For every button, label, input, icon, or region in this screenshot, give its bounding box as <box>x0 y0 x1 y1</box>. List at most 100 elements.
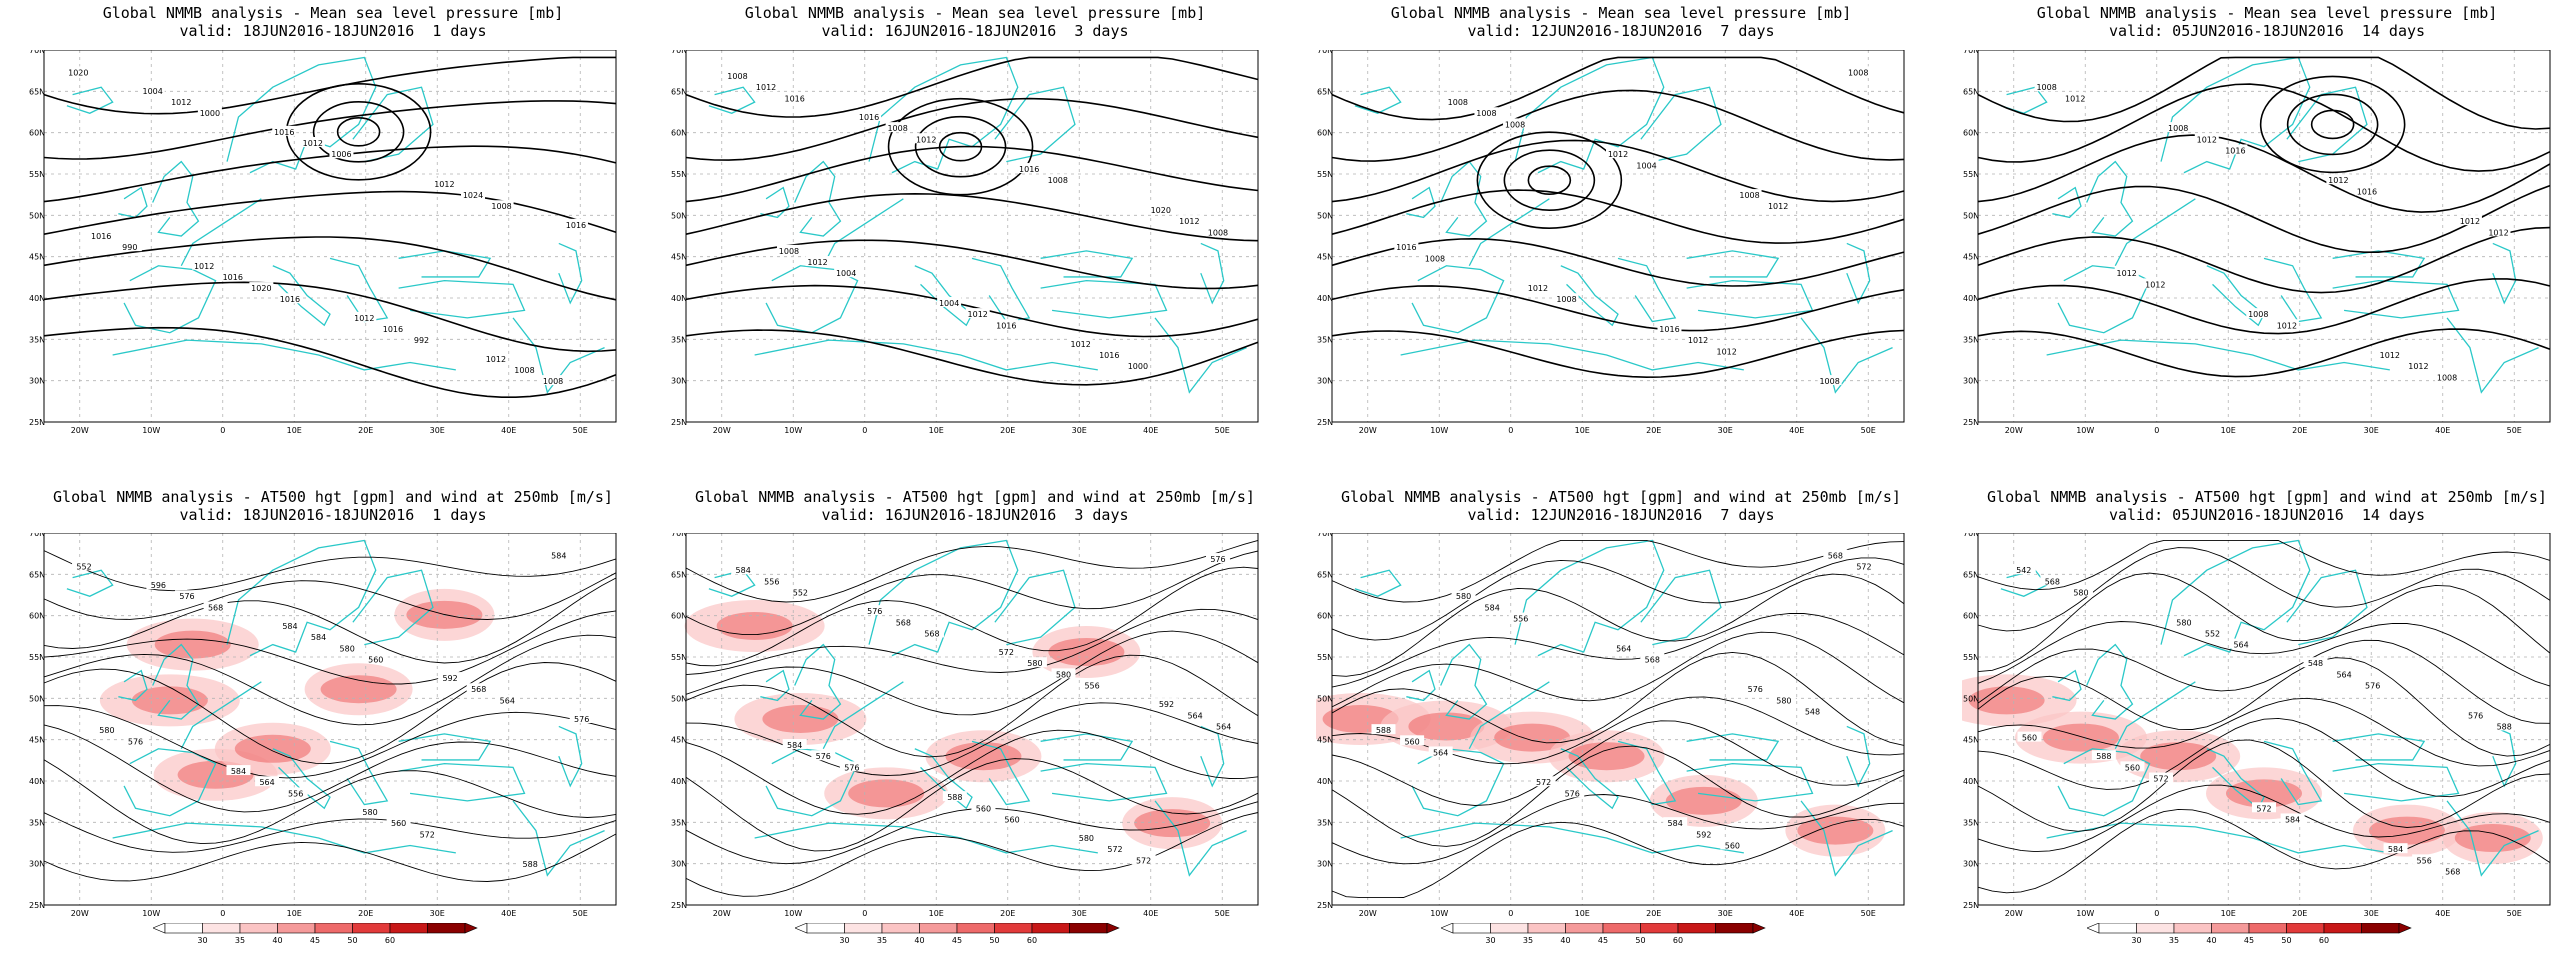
panel-title: Global NMMB analysis - Mean sea level pr… <box>1962 4 2560 40</box>
contour-label: 580 <box>362 808 377 817</box>
jet-core <box>1568 742 1645 771</box>
contour-label-bg <box>1017 163 1042 174</box>
contour-label: 1020 <box>251 284 271 293</box>
coastline <box>1560 265 1619 327</box>
lat-tick-label: 35N <box>29 818 45 827</box>
coastline <box>1406 186 1436 219</box>
contour-label-bg <box>1080 679 1105 690</box>
coastline <box>754 822 1098 854</box>
lon-tick-label: 40E <box>1143 909 1158 918</box>
contour-label-bg <box>731 564 756 575</box>
contour-label: 556 <box>1513 615 1528 624</box>
contour-label: 1000 <box>1128 362 1148 371</box>
lon-tick-label: 20E <box>358 426 373 435</box>
lon-tick-label: 10E <box>2221 426 2236 435</box>
contour-label-bg <box>2068 586 2093 597</box>
contour-label-bg <box>2303 657 2328 668</box>
contour-label: 560 <box>1725 841 1740 850</box>
contour-label-bg <box>415 828 440 839</box>
contour-label: 1008 <box>514 366 534 375</box>
contour-label-bg <box>175 590 199 601</box>
contour-label-bg <box>123 735 148 746</box>
lat-tick-label: 25N <box>1317 418 1333 427</box>
contour-label-bg <box>1045 174 1070 185</box>
jet-core <box>154 630 231 659</box>
coastline <box>2332 762 2460 802</box>
contour-label-bg <box>2463 709 2488 720</box>
panel-title-line: Global NMMB analysis - Mean sea level pr… <box>1390 4 1852 22</box>
jet-core <box>2454 824 2531 853</box>
contour-label-bg <box>1766 200 1791 211</box>
colorbar-tick-label: 35 <box>235 936 245 945</box>
lon-tick-label: 10W <box>1430 426 1448 435</box>
contour-label: 584 <box>551 551 566 560</box>
low-pressure-ring <box>887 97 1034 196</box>
contour-label: 588 <box>1376 726 1391 735</box>
contour-label: 588 <box>523 860 538 869</box>
contour-label-bg <box>541 375 566 386</box>
lat-tick-label: 55N <box>671 653 687 662</box>
map-canvas: 548 556 560 564 568 572 576 580 584 592 560 564 568 5… <box>1316 533 1905 918</box>
contour-label-bg <box>1657 323 1682 333</box>
colorbar-tick-label: 60 <box>385 936 395 945</box>
lat-tick-label: 35N <box>671 818 687 827</box>
lat-tick-label: 50N <box>1963 694 1979 703</box>
coastline <box>1640 86 1722 163</box>
contour-label-bg <box>1823 549 1848 560</box>
coastline <box>112 339 456 371</box>
low-pressure-ring <box>1527 165 1572 195</box>
coastline <box>180 681 262 750</box>
lat-tick-label: 55N <box>1963 170 1979 179</box>
coastline <box>1468 681 1550 750</box>
coastline <box>2046 339 2390 371</box>
contour-label: 1006 <box>331 150 351 159</box>
height-contour <box>685 702 1259 776</box>
isobar <box>685 97 1259 161</box>
contour-label-bg <box>380 323 405 333</box>
coastline <box>994 569 1076 646</box>
height-contour <box>1331 720 1905 806</box>
lon-tick-label: 50E <box>1215 909 1230 918</box>
coastline <box>1400 822 1744 854</box>
coastline <box>822 681 904 750</box>
contour-label-bg <box>466 683 491 694</box>
contour-label-bg <box>1606 148 1630 159</box>
lat-tick-label: 50N <box>671 694 687 703</box>
colorbar-tick-label: 40 <box>2206 936 2216 945</box>
coastline <box>760 186 790 219</box>
lon-tick-label: 30E <box>1072 909 1087 918</box>
lat-tick-label: 55N <box>1317 170 1333 179</box>
contour-label-bg <box>1205 226 1230 237</box>
lon-tick-label: 20W <box>1359 909 1377 918</box>
contour-label: 1012 <box>2277 321 2297 330</box>
contour-label: 1008 <box>2168 124 2188 133</box>
contour-label: 552 <box>76 562 91 571</box>
contour-label: 542 <box>2016 566 2031 575</box>
contour-label: 1024 <box>463 191 483 200</box>
lon-tick-label: 20W <box>713 909 731 918</box>
coastline <box>754 339 1098 371</box>
colorbar-tick-label: 45 <box>2244 936 2254 945</box>
coastline <box>1560 748 1619 810</box>
colorbar-tick-label: 40 <box>1560 936 1570 945</box>
contour-label: 552 <box>2205 629 2220 638</box>
lon-tick-label: 10W <box>142 909 160 918</box>
contour-label: 1016 <box>280 295 300 304</box>
lat-tick-label: 40N <box>1317 294 1333 303</box>
colorbar-segment <box>994 923 1033 934</box>
coastline <box>1411 748 1505 817</box>
coastline <box>2492 242 2517 305</box>
contour-label: 564 <box>1187 711 1202 720</box>
colorbar-segment <box>1069 923 1108 934</box>
contour-label-bg <box>805 256 830 267</box>
contour-label-bg <box>1640 653 1665 664</box>
lon-tick-label: 10W <box>784 426 802 435</box>
colorbar-segment <box>1490 923 1529 934</box>
coastline <box>1514 539 1665 657</box>
contour-label-bg <box>994 646 1019 657</box>
contour-label-bg <box>2034 81 2059 92</box>
lat-tick-label: 40N <box>1963 777 1979 786</box>
contour-label: 1016 <box>2225 146 2245 155</box>
contour-label-bg <box>942 791 967 802</box>
height-contour <box>1977 808 2551 894</box>
